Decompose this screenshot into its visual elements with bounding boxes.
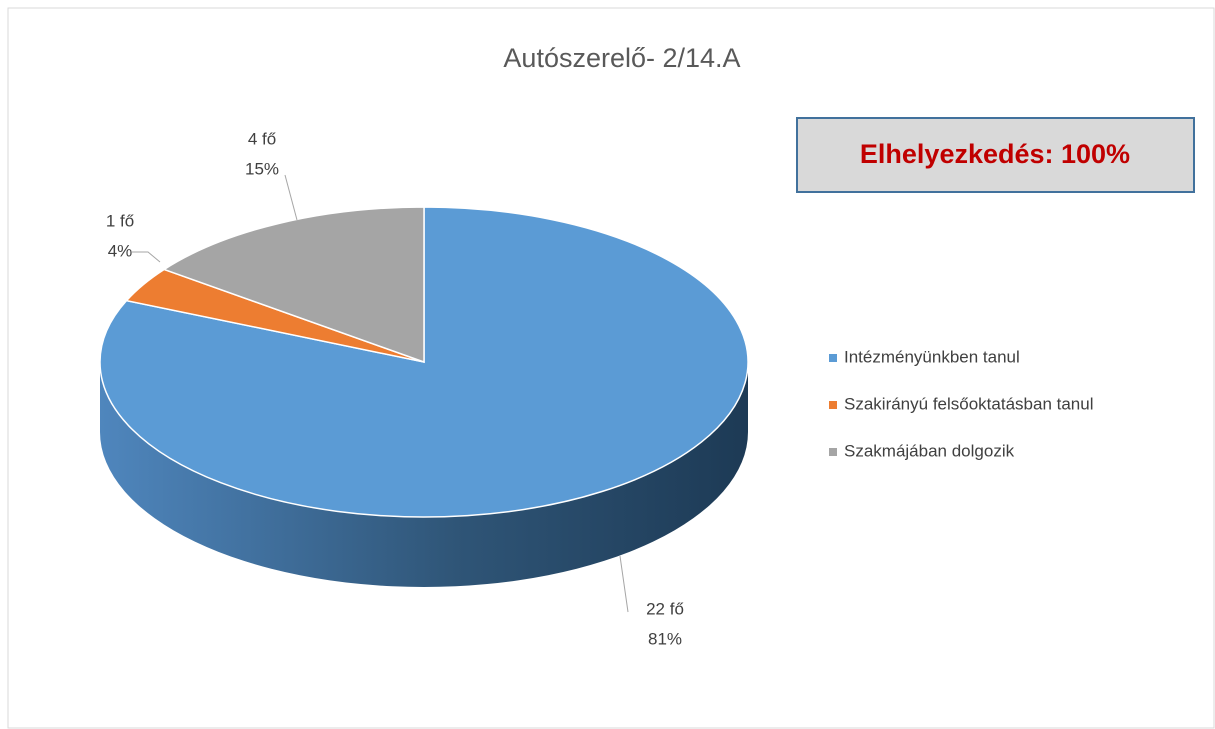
data-label: 22 fő <box>646 599 684 618</box>
legend-label: Szakirányú felsőoktatásban tanul <box>844 394 1094 413</box>
percent-label: 15% <box>245 159 279 178</box>
annotation: Elhelyezkedés: 100% <box>860 139 1130 169</box>
leader-line <box>284 174 298 221</box>
legend-label: Szakmájában dolgozik <box>844 441 1015 460</box>
legend-swatch <box>829 448 837 456</box>
legend-swatch <box>829 354 837 362</box>
data-label: 4 fő <box>248 129 276 148</box>
slice-side <box>100 362 748 587</box>
legend-label: Intézményünkben tanul <box>844 347 1020 366</box>
leader-line <box>619 555 629 613</box>
legend-swatch <box>829 401 837 409</box>
annotation-box <box>796 117 1195 193</box>
leader-line <box>132 251 161 263</box>
chart-title: Autószerelő- 2/14.A <box>503 43 740 73</box>
slice <box>162 206 425 364</box>
data-label: 1 fő <box>106 211 134 230</box>
percent-label: 81% <box>648 629 682 648</box>
percent-label: 4% <box>108 241 133 260</box>
